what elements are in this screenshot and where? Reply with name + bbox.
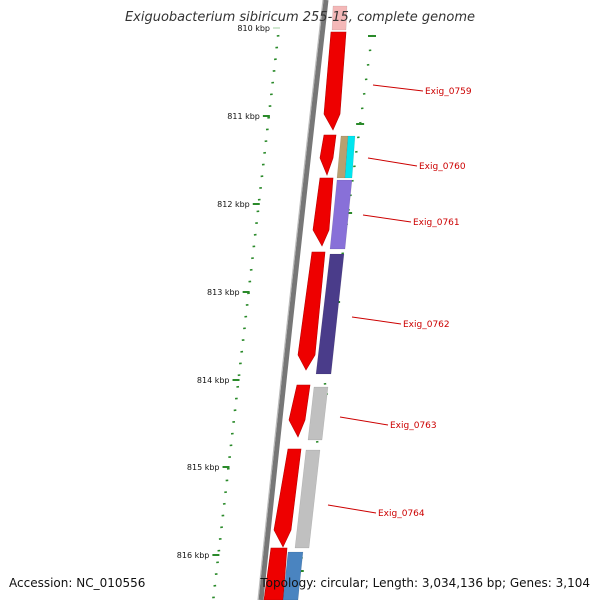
scale-label: 814 kbp — [197, 376, 230, 385]
category-block-indigo — [315, 253, 345, 375]
gene-label: Exig_0761 — [413, 218, 460, 228]
cds-arrow-exig-0762 — [297, 251, 326, 371]
category-block-gray-2 — [294, 449, 321, 549]
scale-label: 815 kbp — [187, 463, 220, 472]
category-block-blue — [282, 551, 304, 600]
accession-text: Accession: NC_010556 — [9, 576, 146, 590]
scale-label: 811 kbp — [227, 112, 260, 121]
scale-label: 816 kbp — [177, 551, 210, 560]
cds-arrow-exig-0760 — [319, 134, 337, 176]
genome-title: Exiguobacterium sibiricum 255-15, comple… — [124, 10, 476, 25]
scale-label: 810 kbp — [237, 24, 270, 33]
gene-callout-line — [372, 84, 424, 92]
backbone-highlight — [257, 0, 324, 600]
gene-callout-line — [327, 504, 377, 514]
gene-callout-line — [367, 157, 418, 167]
scale-layer: 810 kbp 811 kbp 812 kbp 813 kbp 814 kbp 815 k… — [177, 24, 376, 599]
scale-label: 812 kbp — [217, 200, 250, 209]
gene-label: Exig_0760 — [419, 162, 466, 172]
category-block-top — [331, 5, 348, 31]
backbone-layer — [257, 0, 329, 600]
category-block-cyan — [344, 135, 356, 179]
scale-label: 813 kbp — [207, 288, 240, 297]
cds-arrow-exig-0764 — [273, 448, 302, 548]
cds-arrow-exig-0759 — [323, 31, 347, 131]
backbone-arc — [258, 0, 329, 600]
feature-layer — [263, 5, 356, 600]
genome-summary-text: Topology: circular; Length: 3,034,136 bp… — [260, 576, 590, 590]
gene-label: Exig_0764 — [378, 509, 425, 519]
category-block-lavender — [329, 179, 353, 250]
cds-arrow-exig-0763 — [288, 384, 311, 438]
gene-callout-line — [351, 316, 402, 325]
cds-arrow-partial — [263, 547, 288, 600]
cds-arrow-exig-0761 — [312, 177, 334, 247]
gene-label: Exig_0762 — [403, 320, 450, 330]
gene-callout-line — [362, 214, 412, 223]
category-block-gray-1 — [307, 386, 329, 441]
label-layer: Exig_0759 Exig_0760 Exig_0761 Exig_0762 Exig… — [327, 84, 472, 519]
gene-label: Exig_0763 — [390, 421, 437, 431]
gene-label: Exig_0759 — [425, 87, 472, 97]
gene-callout-line — [339, 416, 389, 426]
